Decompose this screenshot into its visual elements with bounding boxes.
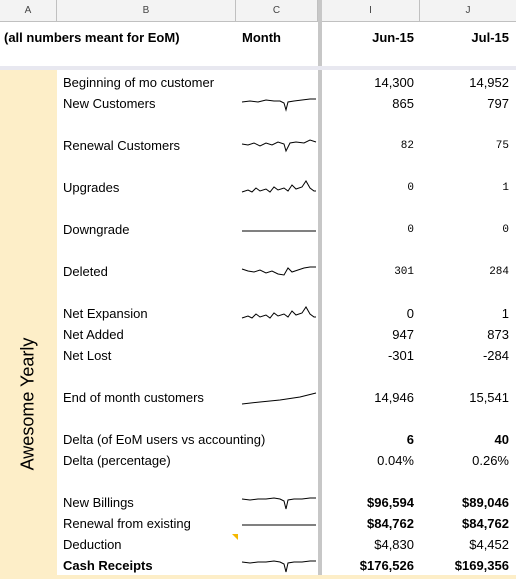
comment-marker-icon[interactable] [232, 534, 238, 540]
column-header-c[interactable]: C [236, 0, 318, 21]
value-jul[interactable]: 75 [495, 140, 509, 152]
value-jul[interactable]: $84,762 [462, 516, 509, 531]
sparkline-icon [241, 497, 316, 510]
row-delta-percentage[interactable]: Delta (percentage) 0.04% 0.26% [0, 450, 516, 471]
value-jul[interactable]: $4,452 [469, 537, 509, 552]
row-label: Renewal Customers [63, 138, 181, 153]
value-jul[interactable]: 284 [489, 266, 509, 278]
row-deleted[interactable]: Deleted 301 284 [0, 261, 516, 282]
column-header-b[interactable]: B [57, 0, 236, 21]
value-jul[interactable]: 797 [487, 96, 509, 111]
value-jun[interactable]: 947 [392, 327, 414, 342]
row-cash-receipts[interactable]: Cash Receipts $176,526 $169,356 [0, 555, 516, 576]
sparkline-icon [242, 524, 316, 526]
row-label: Net Lost [63, 348, 112, 363]
row-label: Beginning of mo customer [63, 75, 215, 90]
row-label: Deleted [63, 264, 108, 279]
row-label: Upgrades [63, 180, 120, 195]
value-jun[interactable]: 82 [400, 140, 414, 152]
header-jun-15: Jun-15 [372, 30, 414, 45]
column-header-j[interactable]: J [465, 5, 471, 16]
header-month: Month [242, 30, 281, 45]
row-label: Cash Receipts [63, 558, 153, 573]
row-new-billings[interactable]: New Billings $96,594 $89,046 [0, 492, 516, 513]
section-bottom-fill [57, 575, 516, 579]
value-jun[interactable]: $84,762 [367, 516, 414, 531]
value-jun[interactable]: 0.04% [377, 453, 414, 468]
value-jul[interactable]: $169,356 [454, 558, 509, 573]
row-beginning-customers[interactable]: Beginning of mo customer 14,300 14,952 [0, 72, 516, 93]
value-jun[interactable]: 6 [406, 432, 414, 447]
value-jul[interactable]: 873 [487, 327, 509, 342]
frozen-column-divider[interactable] [318, 0, 322, 579]
row-upgrades[interactable]: Upgrades 0 1 [0, 177, 516, 198]
sparkline-icon [241, 180, 316, 193]
row-label: New Billings [63, 495, 134, 510]
value-jul[interactable]: 40 [494, 432, 509, 447]
row-net-added[interactable]: Net Added 947 873 [0, 324, 516, 345]
value-jun[interactable]: 0 [407, 182, 414, 194]
row-end-of-month[interactable]: End of month customers 14,946 15,541 [0, 387, 516, 408]
row-label: Delta (percentage) [63, 453, 171, 468]
row-label: New Customers [63, 96, 156, 111]
value-jul[interactable]: 1 [501, 306, 509, 321]
sparkline-icon [241, 392, 317, 405]
value-jun[interactable]: $4,830 [374, 537, 414, 552]
row-downgrade[interactable]: Downgrade 0 0 [0, 219, 516, 240]
value-jun[interactable]: 14,946 [374, 390, 414, 405]
value-jul[interactable]: 0.26% [472, 453, 509, 468]
value-jun[interactable]: $176,526 [359, 558, 414, 573]
value-jul[interactable]: 0 [502, 224, 509, 236]
row-label: Delta (of EoM users vs accounting) [63, 432, 266, 447]
sparkline-icon [241, 98, 316, 112]
row-net-expansion[interactable]: Net Expansion 0 1 [0, 303, 516, 324]
value-jul[interactable]: 15,541 [469, 390, 509, 405]
row-label: Downgrade [63, 222, 130, 237]
row-renewal-customers[interactable]: Renewal Customers 82 75 [0, 135, 516, 156]
sparkline-icon [241, 560, 316, 573]
value-jun[interactable]: 0 [407, 224, 414, 236]
value-jun[interactable]: 14,300 [374, 75, 414, 90]
row-label: Net Added [63, 327, 124, 342]
sparkline-icon [241, 139, 317, 153]
value-jul[interactable]: 14,952 [469, 75, 509, 90]
value-jul[interactable]: 1 [502, 182, 509, 194]
column-header-i[interactable]: I [322, 0, 420, 21]
row-delta[interactable]: Delta (of EoM users vs accounting) 6 40 [0, 429, 516, 450]
row-deduction[interactable]: Deduction $4,830 $4,452 [0, 534, 516, 555]
section-label-cell[interactable]: Awesome Yearly [0, 70, 57, 579]
header-note: (all numbers meant for EoM) [4, 30, 180, 45]
row-label: Renewal from existing [63, 516, 191, 531]
row-label: End of month customers [63, 390, 204, 405]
value-jun[interactable]: 301 [394, 266, 414, 278]
value-jun[interactable]: 865 [392, 96, 414, 111]
column-header-a[interactable]: A [0, 0, 57, 21]
row-renewal-existing[interactable]: Renewal from existing $84,762 $84,762 [0, 513, 516, 534]
value-jul[interactable]: -284 [482, 348, 509, 363]
value-jun[interactable]: $96,594 [367, 495, 414, 510]
row-label: Deduction [63, 537, 122, 552]
sparkline-icon [241, 266, 316, 276]
row-label: Net Expansion [63, 306, 148, 321]
value-jun[interactable]: 0 [406, 306, 414, 321]
sparkline-icon [242, 230, 316, 232]
row-new-customers[interactable]: New Customers 865 797 [0, 93, 516, 114]
value-jun[interactable]: -301 [387, 348, 414, 363]
value-jul[interactable]: $89,046 [462, 495, 509, 510]
sparkline-icon [241, 306, 316, 319]
column-header-bar: A B C I J [0, 0, 516, 22]
row-net-lost[interactable]: Net Lost -301 -284 [0, 345, 516, 366]
header-separator [0, 66, 516, 70]
header-jul-15: Jul-15 [471, 30, 509, 45]
